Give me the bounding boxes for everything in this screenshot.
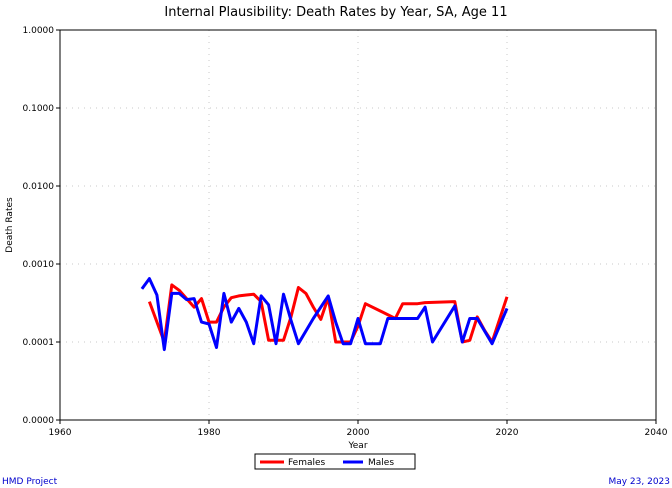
chart-title: Internal Plausibility: Death Rates by Ye…	[164, 5, 507, 20]
legend-box	[254, 453, 416, 470]
legend-label-females: Females	[288, 458, 326, 468]
x-tick-label: 1960	[49, 428, 72, 438]
x-tick-label: 1980	[198, 428, 221, 438]
axis-ticks: 1960 1980 2000 2020 2040 0.0000 0.0001 0.0010 0.…	[23, 26, 668, 438]
x-tick-label: 2040	[645, 428, 668, 438]
y-tick-label: 0.0000	[23, 416, 55, 426]
x-axis-label: Year	[347, 441, 367, 451]
grid-lines	[60, 30, 656, 420]
plot-frame	[59, 29, 657, 421]
series-line-males	[140, 277, 509, 352]
y-tick-label: 0.0001	[23, 338, 55, 348]
y-tick-label: 0.1000	[23, 104, 55, 114]
x-tick-label: 2000	[347, 428, 370, 438]
y-tick-label: 0.0100	[23, 182, 55, 192]
series-lines	[140, 277, 509, 352]
legend-label-males: Males	[368, 458, 394, 468]
legend: Females Males	[254, 453, 416, 470]
series-line-females	[147, 283, 509, 344]
y-axis-label: Death Rates	[5, 197, 15, 253]
footer-project: HMD Project	[2, 477, 58, 487]
x-tick-label: 2020	[496, 428, 519, 438]
y-tick-label: 1.0000	[23, 26, 55, 36]
y-tick-label: 0.0010	[23, 260, 55, 270]
footer-date: May 23, 2023	[608, 477, 670, 487]
